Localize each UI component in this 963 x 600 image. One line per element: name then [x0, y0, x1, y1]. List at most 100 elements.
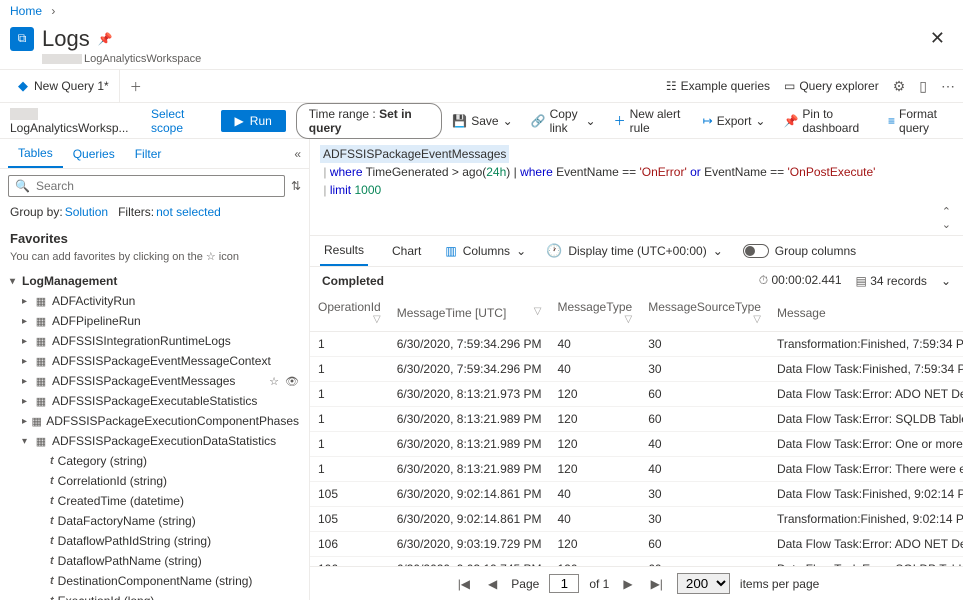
export-icon: ↦: [703, 114, 713, 128]
table-row[interactable]: ▸▦ADFSSISPackageExecutionComponentPhases: [4, 411, 305, 431]
sidebar: Tables Queries Filter « 🔍 ⇅ Group by:Sol…: [0, 139, 310, 600]
play-icon: ▶: [235, 114, 244, 128]
chevron-down-icon: ⌄: [586, 114, 596, 128]
field-row[interactable]: tExecutionId (long): [4, 591, 305, 600]
field-type-icon: t: [50, 535, 54, 547]
sidebar-tab-queries[interactable]: Queries: [63, 139, 125, 168]
groupby-row: Group by:Solution Filters:not selected: [0, 203, 309, 225]
close-icon[interactable]: ✕: [922, 24, 953, 53]
field-row[interactable]: tDataflowPathName (string): [4, 551, 305, 571]
stopwatch-icon: ⏱: [759, 273, 768, 287]
pager-prev[interactable]: ◀: [484, 577, 501, 591]
table-row[interactable]: ▸▦ADFSSISPackageExecutableStatistics: [4, 391, 305, 411]
table-row[interactable]: ▸▦ADFSSISPackageEventMessages☆👁: [4, 371, 305, 391]
export-button[interactable]: ↦Export ⌄: [703, 114, 766, 128]
save-icon: 💾: [452, 114, 467, 128]
table-row[interactable]: 16/30/2020, 7:59:34.296 PM4030Transforma…: [310, 332, 963, 357]
records-icon: ▤: [856, 274, 867, 288]
new-alert-button[interactable]: ＋New alert rule: [614, 107, 685, 135]
pager-size-select[interactable]: 200: [677, 573, 730, 594]
column-header[interactable]: MessageType▽: [550, 294, 641, 332]
expand-query-icon[interactable]: ⌃⌄: [310, 205, 963, 235]
table-row[interactable]: 16/30/2020, 8:13:21.989 PM12060Data Flow…: [310, 407, 963, 432]
table-icon: ▦: [34, 395, 48, 408]
favorites-note: You can add favorites by clicking on the…: [0, 248, 309, 271]
chart-tab[interactable]: Chart: [388, 236, 425, 266]
list-icon: ☷: [666, 79, 677, 93]
table-row[interactable]: 16/30/2020, 8:13:21.989 PM12040Data Flow…: [310, 457, 963, 482]
pager-page-input[interactable]: [549, 574, 579, 593]
table-row[interactable]: ▸▦ADFActivityRun: [4, 291, 305, 311]
sort-icon[interactable]: ⇅: [291, 179, 301, 193]
table-row[interactable]: 16/30/2020, 8:13:21.973 PM12060Data Flow…: [310, 382, 963, 407]
field-type-icon: t: [50, 455, 54, 467]
columns-button[interactable]: ▥Columns ⌄: [445, 244, 526, 258]
table-row[interactable]: 1066/30/2020, 9:03:19.729 PM12060Data Fl…: [310, 532, 963, 557]
table-row[interactable]: ▸▦ADFSSISIntegrationRuntimeLogs: [4, 331, 305, 351]
field-type-icon: t: [50, 595, 54, 600]
field-row[interactable]: tCorrelationId (string): [4, 471, 305, 491]
table-row[interactable]: ▸▦ADFSSISPackageEventMessageContext: [4, 351, 305, 371]
example-queries-button[interactable]: ☷Example queries: [666, 79, 770, 93]
tab-new-query[interactable]: ◆ New Query 1*: [8, 70, 120, 102]
column-header[interactable]: OperationId▽: [310, 294, 389, 332]
column-header[interactable]: MessageSourceType▽: [640, 294, 769, 332]
collapse-sidebar-icon[interactable]: «: [294, 147, 301, 161]
add-tab-button[interactable]: ＋: [120, 78, 152, 95]
column-header[interactable]: Message▽: [769, 294, 963, 332]
chevron-down-icon: ⌄: [516, 244, 526, 258]
filter-icon[interactable]: ▽: [534, 306, 542, 317]
filter-icon[interactable]: ▽: [753, 314, 761, 325]
settings-icon[interactable]: ⚙: [893, 78, 906, 95]
table-row[interactable]: 1056/30/2020, 9:02:14.861 PM4030Transfor…: [310, 507, 963, 532]
query-explorer-button[interactable]: ▭Query explorer: [784, 79, 879, 93]
time-range-picker[interactable]: Time range : Set in query: [296, 103, 442, 139]
results-tab[interactable]: Results: [320, 236, 368, 266]
group-columns-toggle[interactable]: Group columns: [743, 244, 856, 258]
run-button[interactable]: ▶Run: [221, 110, 286, 132]
field-row[interactable]: tDataFactoryName (string): [4, 511, 305, 531]
results-grid[interactable]: OperationId▽MessageTime [UTC]▽MessageTyp…: [310, 294, 963, 566]
help-icon[interactable]: ▯: [919, 78, 927, 95]
elapsed-time: ⏱ 00:00:02.441: [759, 273, 842, 288]
field-row[interactable]: tCreatedTime (datetime): [4, 491, 305, 511]
groupby-value[interactable]: Solution: [65, 205, 108, 219]
pager-next[interactable]: ▶: [619, 577, 636, 591]
search-input[interactable]: 🔍: [8, 175, 285, 197]
pager-last[interactable]: ▶|: [647, 577, 667, 591]
pin-icon[interactable]: 📌: [98, 32, 113, 46]
scope-display: LogAnalyticsWorksp...: [10, 107, 137, 135]
table-row[interactable]: 16/30/2020, 7:59:34.296 PM4030Data Flow …: [310, 357, 963, 382]
table-row[interactable]: 16/30/2020, 8:13:21.989 PM12040Data Flow…: [310, 432, 963, 457]
table-row[interactable]: ▸▦ADFPipelineRun: [4, 311, 305, 331]
field-row[interactable]: tCategory (string): [4, 451, 305, 471]
field-row[interactable]: tDestinationComponentName (string): [4, 571, 305, 591]
explorer-icon: ▭: [784, 79, 795, 93]
filter-icon[interactable]: ▽: [373, 314, 381, 325]
copy-link-button[interactable]: 🔗Copy link ⌄: [531, 107, 596, 135]
breadcrumb-home[interactable]: Home: [10, 4, 42, 18]
table-row[interactable]: 1056/30/2020, 9:02:14.861 PM4030Data Flo…: [310, 482, 963, 507]
workspace-subtitle: LogAnalyticsWorkspace: [0, 53, 963, 69]
column-header[interactable]: MessageTime [UTC]▽: [389, 294, 550, 332]
chevron-down-icon[interactable]: ⌄: [941, 274, 951, 288]
table-row[interactable]: 1066/30/2020, 9:03:19.745 PM12060Data Fl…: [310, 557, 963, 567]
star-icon[interactable]: ☆: [269, 375, 279, 388]
query-editor[interactable]: ADFSSISPackageEventMessages | where Time…: [310, 139, 963, 205]
pin-dashboard-button[interactable]: 📌Pin to dashboard: [783, 107, 870, 135]
filters-value[interactable]: not selected: [156, 205, 221, 219]
filter-icon[interactable]: ▽: [625, 314, 633, 325]
more-icon[interactable]: ⋯: [941, 78, 955, 95]
format-query-button[interactable]: ≡Format query: [888, 107, 953, 135]
save-button[interactable]: 💾Save ⌄: [452, 114, 512, 128]
sidebar-tab-filter[interactable]: Filter: [125, 139, 172, 168]
table-row[interactable]: ▾▦ADFSSISPackageExecutionDataStatistics: [4, 431, 305, 451]
field-row[interactable]: tDataflowPathIdString (string): [4, 531, 305, 551]
display-time-button[interactable]: 🕐Display time (UTC+00:00) ⌄: [546, 243, 723, 259]
eye-icon[interactable]: 👁: [285, 375, 299, 388]
sidebar-tab-tables[interactable]: Tables: [8, 139, 63, 168]
tree-group-logmanagement[interactable]: ▾LogManagement: [4, 271, 305, 291]
pager-first[interactable]: |◀: [454, 577, 474, 591]
field-type-icon: t: [50, 555, 54, 567]
select-scope-link[interactable]: Select scope: [151, 107, 211, 135]
